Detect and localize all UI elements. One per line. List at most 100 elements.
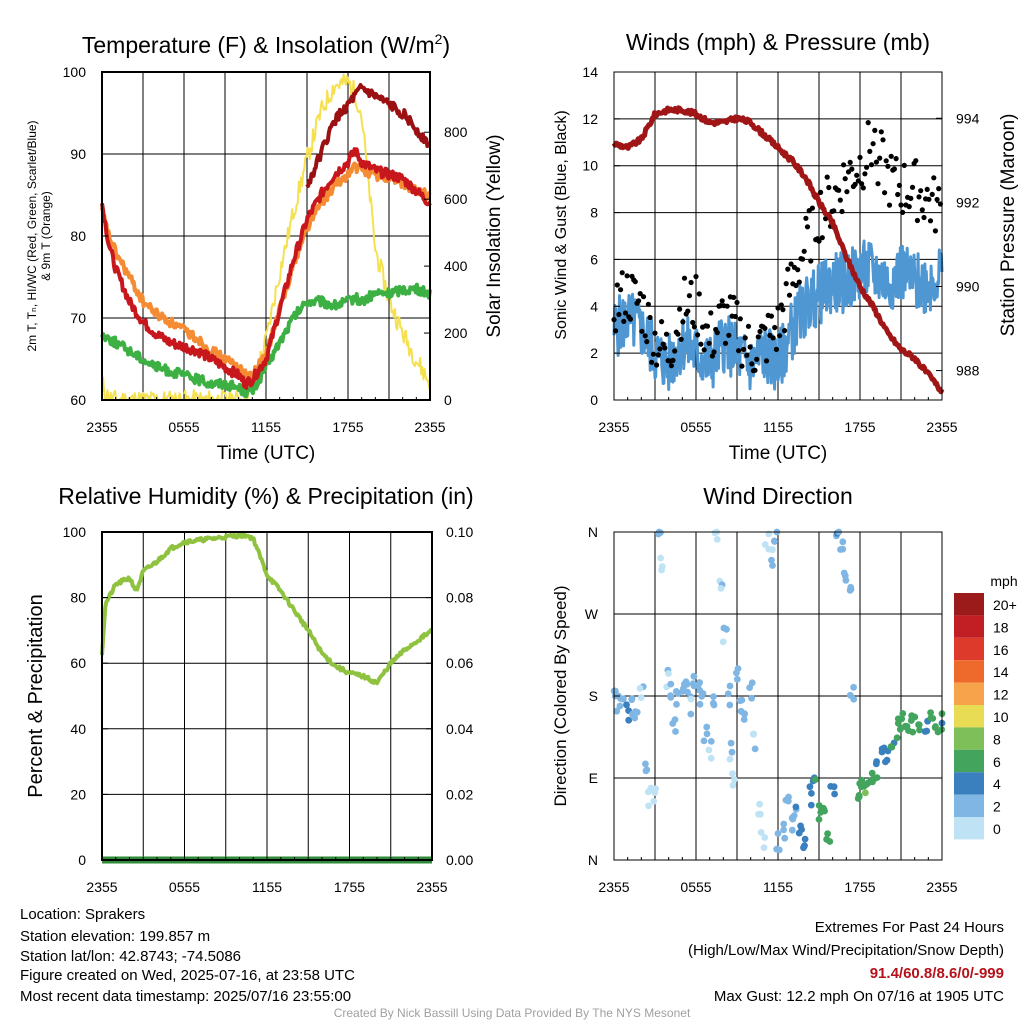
gust-point: [695, 332, 701, 338]
gust-point: [685, 308, 691, 314]
gust-point: [936, 186, 942, 192]
direction-point: [756, 800, 763, 808]
y-tick-label: 12: [582, 111, 598, 127]
gust-point: [882, 190, 888, 196]
y-tick-label: 60: [70, 655, 86, 671]
gust-point: [618, 287, 624, 293]
direction-point: [650, 798, 658, 805]
gust-point: [788, 261, 794, 267]
direction-point: [781, 834, 789, 842]
gust-point: [701, 347, 707, 353]
gust-point: [752, 367, 758, 373]
direction-point: [806, 783, 814, 791]
direction-point: [623, 701, 630, 709]
direction-point: [667, 693, 675, 701]
gust-point: [709, 353, 716, 359]
y-tick-label: 0: [78, 852, 86, 868]
location-text: Location: Sprakers: [20, 906, 146, 923]
direction-point: [642, 767, 650, 775]
gust-point: [741, 346, 747, 352]
x-tick-label: 0555: [168, 419, 199, 435]
direction-point: [780, 826, 787, 834]
humidity-panel: Relative Humidity (%) & Precipitation (i…: [25, 483, 474, 895]
colorbar-title: mph: [990, 573, 1017, 589]
direction-point: [868, 769, 876, 777]
gust-point: [650, 351, 657, 357]
gust-point: [927, 218, 934, 224]
gust-point: [680, 319, 686, 325]
extremes-values: 91.4/60.8/8.6/0/-999: [869, 965, 1004, 982]
colorbar-label: 6: [993, 754, 1001, 770]
gust-point: [808, 258, 814, 264]
direction-point: [896, 726, 904, 733]
gust-point: [652, 330, 658, 336]
gust-point: [782, 328, 788, 334]
gust-point: [934, 196, 940, 203]
gust-point: [773, 346, 780, 352]
gust-point: [649, 359, 655, 365]
gust-point: [841, 162, 847, 168]
y2-tick-label: 0.06: [446, 655, 473, 671]
gust-point: [663, 331, 670, 337]
x-tick-label: 2355: [598, 879, 629, 895]
solar-ylabel: Solar Insolation (Yellow): [484, 134, 505, 337]
temperature-xlabel: Time (UTC): [217, 443, 316, 464]
gust-point: [691, 324, 698, 330]
colorbar-swatch: [954, 660, 984, 683]
gust-point: [749, 361, 755, 367]
latlon-text: Station lat/lon: 42.8743; -74.5086: [20, 948, 242, 965]
gust-point: [859, 181, 865, 187]
gust-point: [844, 189, 850, 195]
colorbar-label: 18: [993, 619, 1009, 635]
gust-point: [849, 166, 855, 172]
direction-point: [915, 721, 923, 729]
gust-point: [837, 197, 843, 203]
gust-point: [726, 332, 732, 338]
direction-point: [780, 820, 788, 828]
gust-point: [932, 228, 939, 234]
direction-point: [887, 743, 895, 750]
direction-point: [929, 715, 937, 722]
direction-point: [628, 696, 636, 704]
gust-point: [877, 155, 883, 161]
gust-point: [898, 202, 904, 208]
direction-point: [682, 678, 690, 686]
direction-point: [801, 835, 809, 843]
direction-point: [741, 710, 748, 718]
direction-point: [812, 776, 819, 783]
gust-point: [670, 357, 676, 363]
y2-tick-label: 0: [444, 392, 452, 408]
direction-point: [927, 709, 934, 716]
direction-point: [645, 802, 652, 810]
y2-tick-label: 0.00: [446, 852, 473, 868]
direction-point: [733, 669, 740, 677]
direction-point: [850, 683, 857, 691]
direction-title: Wind Direction: [703, 483, 853, 509]
gust-point: [616, 311, 622, 318]
gust-point: [919, 207, 925, 213]
gust-point: [826, 184, 832, 191]
direction-point: [878, 748, 886, 756]
heat-index-line: [305, 83, 431, 188]
direction-point: [760, 844, 768, 852]
direction-point: [841, 572, 849, 580]
x-tick-label: 1755: [332, 419, 363, 435]
humidity-ylabel: Percent & Precipitation: [25, 594, 47, 797]
wind-series: [611, 105, 945, 395]
humidity-grid: [102, 532, 432, 860]
gust-point: [886, 202, 893, 208]
temperature-ylabel-line2: & 9m T (Orange): [39, 191, 53, 281]
direction-point: [637, 694, 645, 701]
gust-point: [913, 158, 919, 164]
x-tick-label: 1155: [763, 879, 793, 895]
direction-point: [751, 745, 759, 753]
direction-point: [613, 707, 621, 715]
direction-point: [719, 638, 727, 646]
y2-tick-label: 990: [956, 278, 980, 294]
direction-point: [837, 546, 844, 553]
direction-point: [855, 793, 863, 801]
direction-point: [729, 781, 737, 789]
wind-ticks: 2355 0555 1155 1755 235502468101214988990992…: [582, 64, 979, 435]
temperature-ylabel-line1: 2m T, Tₙ, HI/WC (Red, Green, Scarlet/Blu…: [25, 120, 39, 351]
